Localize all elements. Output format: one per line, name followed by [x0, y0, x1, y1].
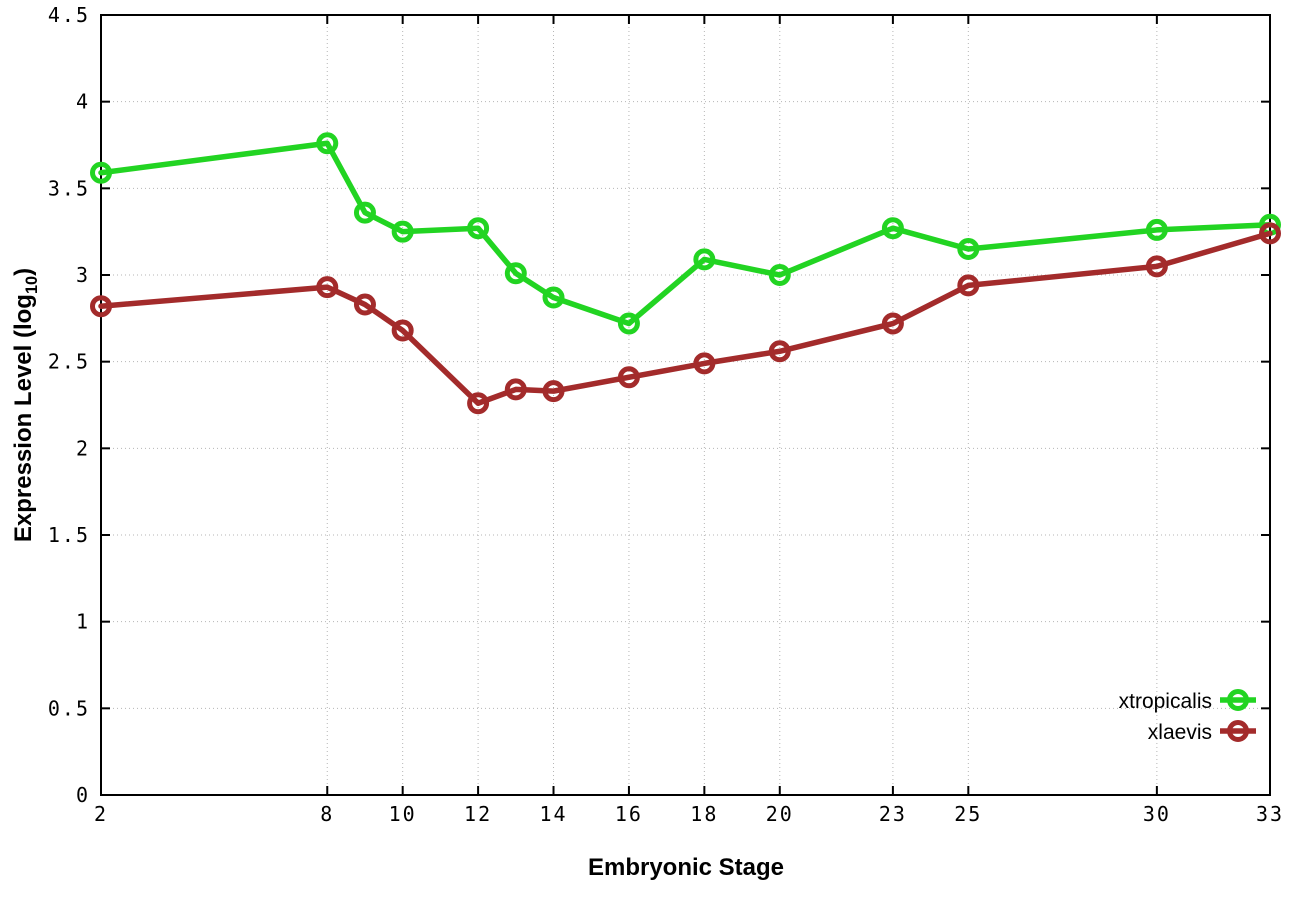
x-tick-label: 12 — [464, 802, 492, 826]
y-tick-label: 4 — [76, 90, 90, 114]
y-tick-label: 3.5 — [48, 176, 90, 200]
data-point-xlaevis — [957, 274, 980, 297]
y-tick-label: 2 — [76, 436, 90, 460]
x-tick-label: 33 — [1256, 802, 1284, 826]
y-tick-label: 0.5 — [48, 696, 90, 720]
y-axis-title: Expression Level (log10) — [10, 268, 42, 542]
x-tick-label: 23 — [879, 802, 907, 826]
data-point-xtropicalis — [1145, 218, 1168, 241]
data-point-xlaevis — [1259, 222, 1281, 245]
x-tick-label: 30 — [1143, 802, 1171, 826]
data-point-xlaevis — [391, 319, 414, 342]
legend-marker-xlaevis — [1227, 720, 1249, 742]
data-point-xlaevis — [881, 312, 904, 335]
y-tick-label: 0 — [76, 783, 90, 807]
data-point-xtropicalis — [467, 217, 490, 240]
data-point-xlaevis — [617, 366, 640, 389]
data-point-xlaevis — [504, 378, 527, 401]
legend-label-xtropicalis: xtropicalis — [1119, 690, 1212, 713]
x-axis-title: Embryonic Stage — [587, 854, 785, 881]
x-tick-label: 14 — [539, 802, 567, 826]
data-point-xlaevis — [353, 293, 376, 316]
data-point-xtropicalis — [316, 132, 339, 155]
legend-label-xlaevis: xlaevis — [1148, 721, 1212, 744]
x-tick-label: 2 — [94, 802, 108, 826]
x-tick-label: 25 — [954, 802, 982, 826]
data-point-xlaevis — [90, 295, 112, 318]
y-axis-title-close: ) — [10, 267, 38, 276]
series-line-xlaevis — [98, 230, 1273, 407]
x-tick-label: 8 — [320, 802, 334, 826]
data-point-xtropicalis — [504, 262, 527, 285]
y-tick-label: 3 — [76, 263, 90, 287]
data-point-xlaevis — [542, 380, 565, 403]
data-point-xtropicalis — [881, 217, 904, 240]
data-point-xtropicalis — [957, 238, 980, 260]
data-point-xtropicalis — [768, 264, 791, 286]
data-point-xlaevis — [768, 340, 791, 363]
legend-marker-xtropicalis — [1227, 689, 1249, 711]
plot-border — [100, 14, 1271, 796]
data-point-xlaevis — [693, 352, 716, 375]
data-point-xtropicalis — [353, 201, 376, 224]
x-tick-label: 16 — [615, 802, 643, 826]
data-point-xlaevis — [316, 276, 339, 299]
data-point-xlaevis — [1145, 255, 1168, 278]
y-tick-label: 4.5 — [48, 3, 90, 27]
series-line-xtropicalis — [98, 140, 1273, 327]
data-point-xtropicalis — [542, 286, 565, 309]
x-tick-label: 18 — [690, 802, 718, 826]
y-tick-label: 1 — [76, 610, 90, 634]
data-point-xtropicalis — [693, 248, 716, 271]
x-tick-label: 10 — [389, 802, 417, 826]
data-point-xtropicalis — [617, 312, 640, 335]
x-tick-label: 20 — [766, 802, 794, 826]
y-tick-label: 1.5 — [48, 523, 90, 547]
data-point-xtropicalis — [90, 161, 112, 184]
data-point-xlaevis — [467, 392, 490, 415]
y-axis-title-text: Expression Level (log — [10, 294, 38, 543]
y-tick-label: 2.5 — [48, 350, 90, 374]
data-point-xtropicalis — [391, 220, 414, 243]
y-axis-title-subscript: 10 — [22, 275, 41, 295]
